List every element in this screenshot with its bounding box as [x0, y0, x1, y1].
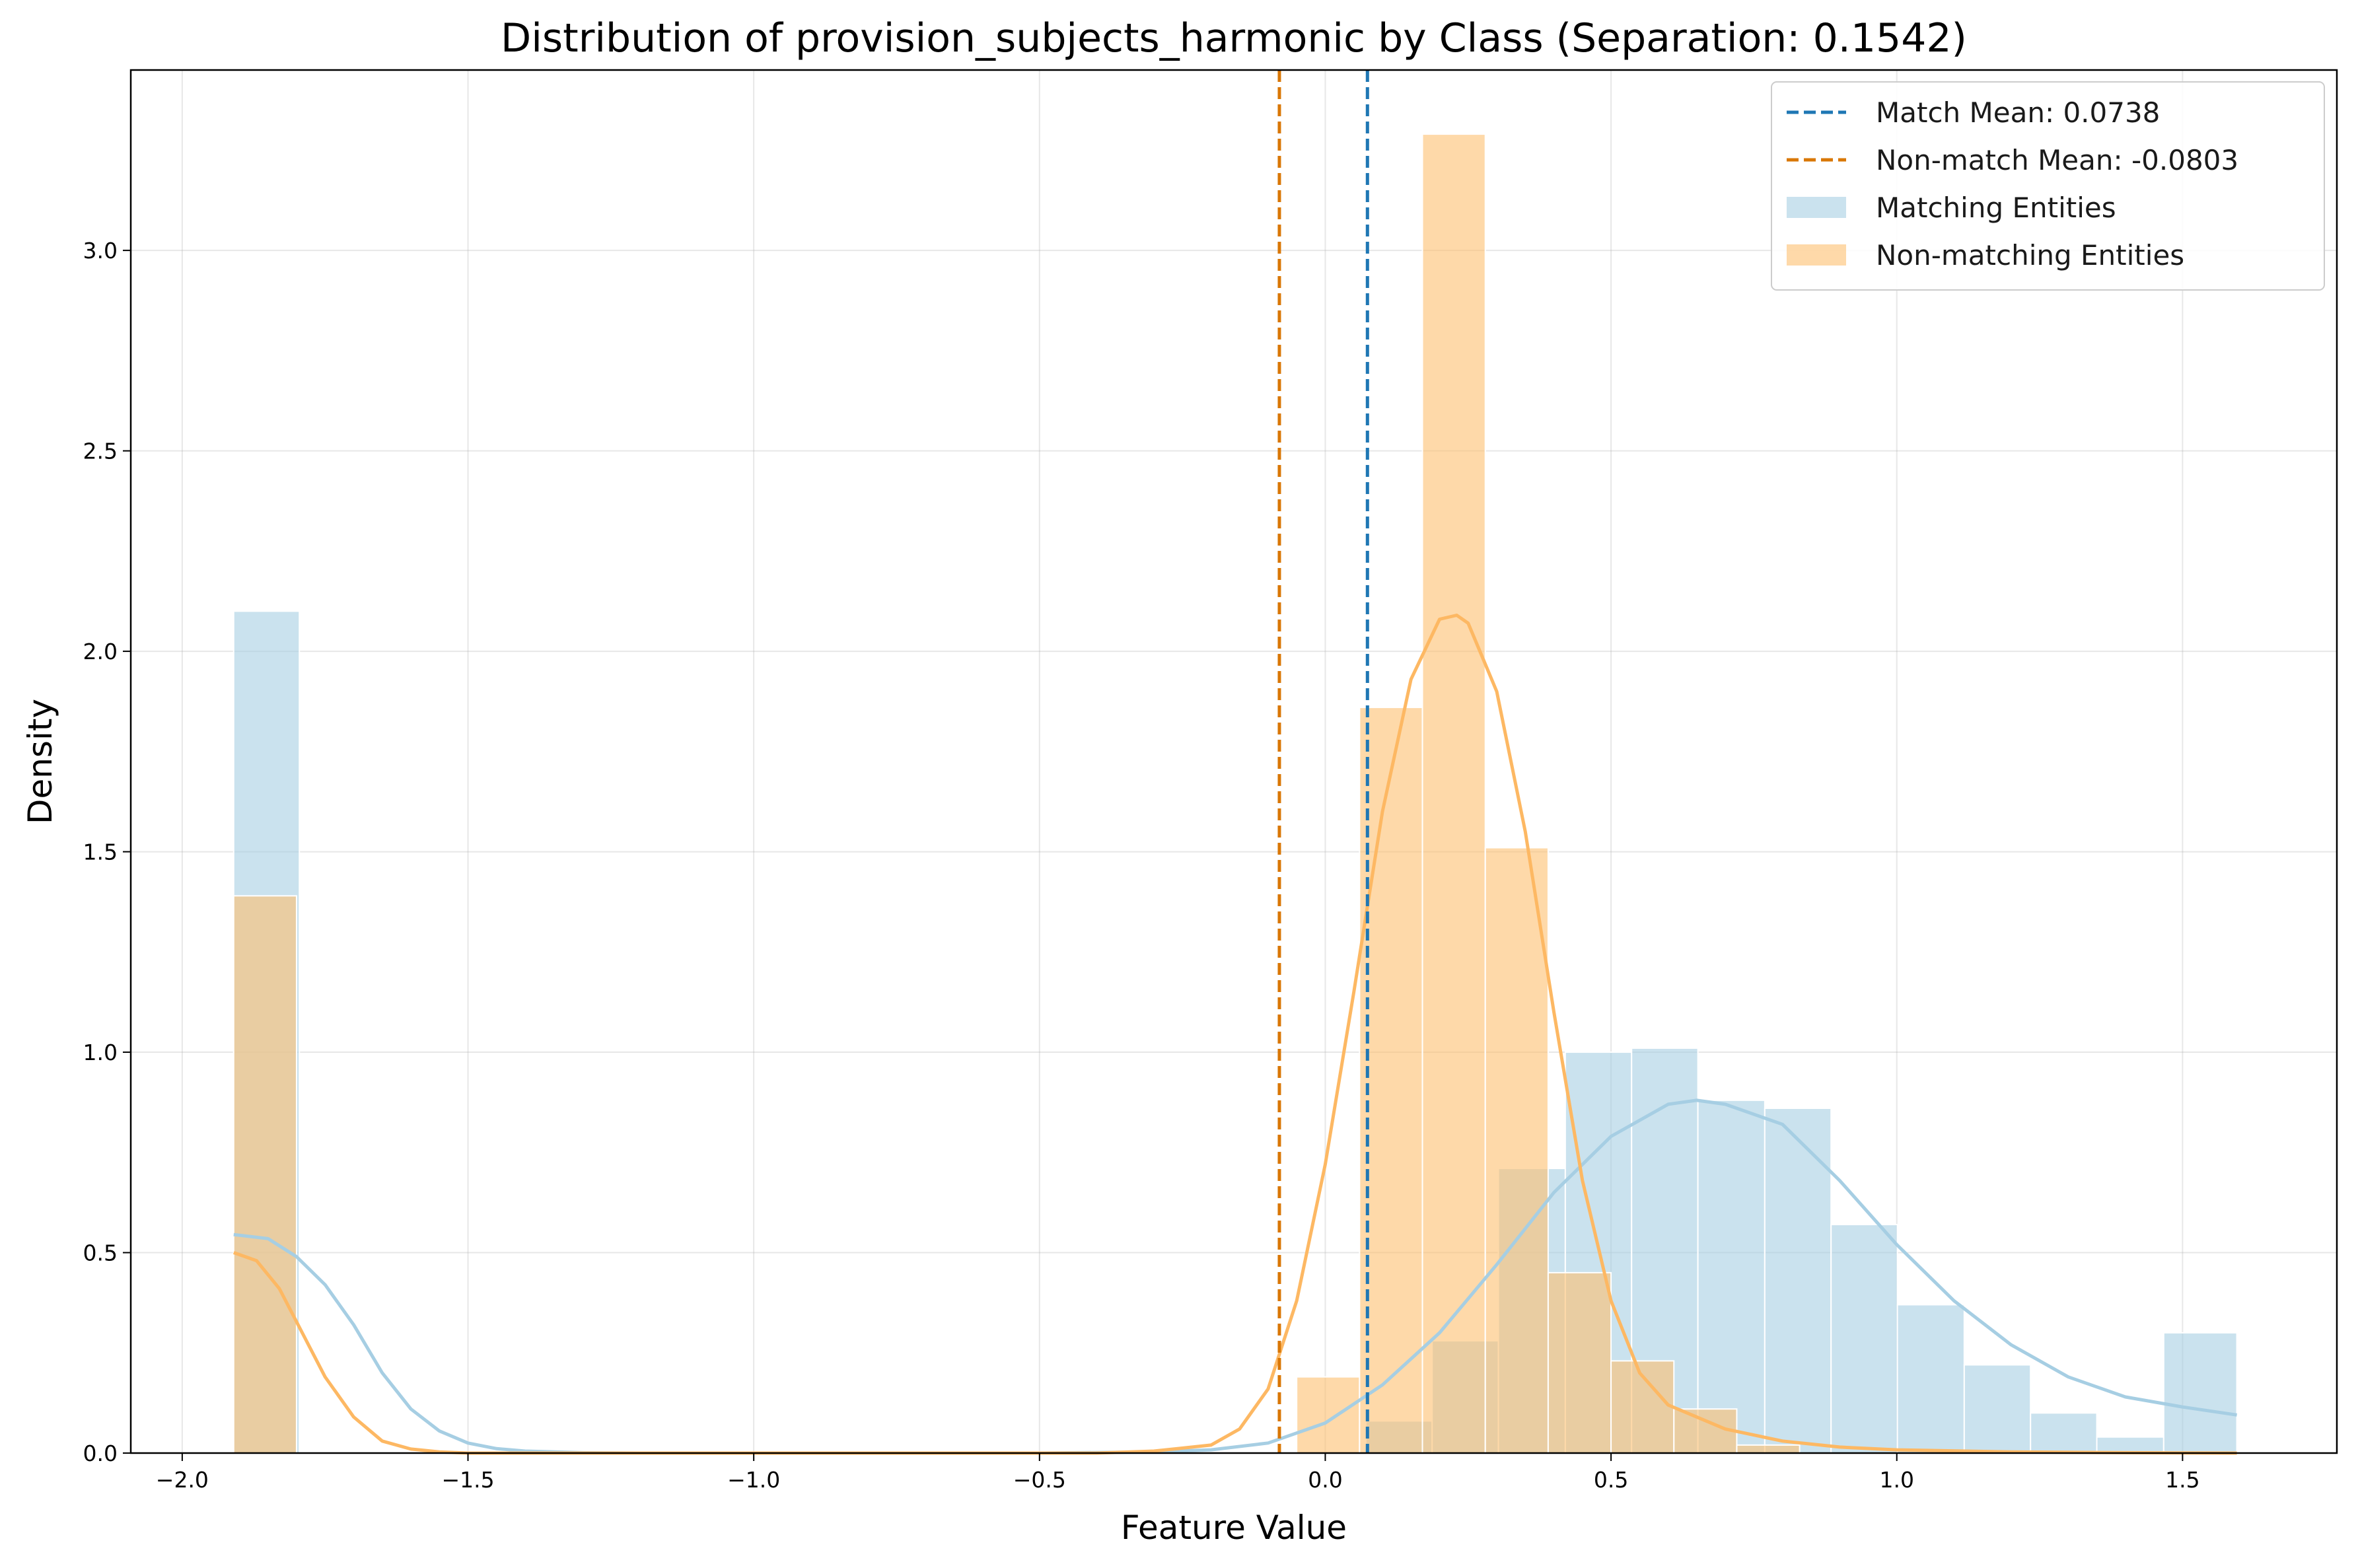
- chart-title: Distribution of provision_subjects_harmo…: [501, 15, 1967, 61]
- x-tick-label-5: 0.5: [1594, 1467, 1628, 1493]
- non-matching-entities-bar-0: [232, 895, 297, 1454]
- x-tick-label-1: −1.5: [441, 1467, 494, 1493]
- non-matching-entities-kde-line: [232, 614, 2237, 1455]
- legend: Match Mean: 0.0738 Non-match Mean: -0.080…: [1771, 81, 2325, 291]
- y-axis-label: Density: [21, 699, 59, 824]
- legend-label-3: Non-matching Entities: [1876, 239, 2184, 271]
- x-tick-label-2: −1.0: [727, 1467, 780, 1493]
- y-tick-label-1: 0.5: [83, 1240, 118, 1266]
- matching-entities-bar-7: [1764, 1108, 1832, 1454]
- x-tick-label-4: 0.0: [1308, 1467, 1342, 1493]
- matching-entities-bar-12: [2096, 1436, 2164, 1454]
- x-tick-label-6: 1.0: [1879, 1467, 1913, 1493]
- non-matching-entities-bar-1: [1296, 1376, 1361, 1454]
- histogram-bars: [232, 133, 2238, 1454]
- legend-label-0: Match Mean: 0.0738: [1876, 96, 2160, 129]
- matching-entities-bar-10: [1963, 1364, 2032, 1454]
- non-matching-entities-bar-2: [1359, 707, 1423, 1454]
- x-tick-label-7: 1.5: [2165, 1467, 2199, 1493]
- matching-entities-bar-8: [1830, 1224, 1898, 1454]
- kde-curves: [232, 614, 2237, 1455]
- legend-patch-3: [1787, 244, 1846, 266]
- non-matching-entities-bar-4: [1484, 847, 1549, 1454]
- x-tick-label-0: −2.0: [156, 1467, 209, 1493]
- y-tick-label-0: 0.0: [83, 1441, 118, 1466]
- matching-entities-kde-line: [233, 1098, 2237, 1455]
- matching-entities-bar-6: [1697, 1099, 1766, 1454]
- x-axis-label: Feature Value: [1121, 1509, 1347, 1547]
- non-matching-entities-bar-8: [1736, 1444, 1801, 1454]
- x-tick-label-3: −0.5: [1013, 1467, 1066, 1493]
- y-tick-label-6: 3.0: [83, 238, 118, 264]
- y-tick-label-3: 1.5: [83, 839, 118, 865]
- plot-frame: [129, 69, 2338, 1454]
- mean-reference-lines: [1277, 70, 1369, 1453]
- y-tick-label-5: 2.5: [83, 439, 118, 464]
- non-matching-entities-bar-7: [1673, 1408, 1738, 1454]
- y-tick-label-4: 2.0: [83, 639, 118, 664]
- legend-frame: [1771, 81, 2325, 291]
- legend-label-2: Matching Entities: [1876, 192, 2116, 224]
- y-axis-ticks: 0.0 0.5 1.0 1.5 2.0 2.5 3.0: [83, 238, 131, 1466]
- legend-label-1: Non-match Mean: -0.0803: [1876, 144, 2238, 176]
- non-matching-entities-bar-3: [1421, 133, 1486, 1454]
- matching-entities-bar-13: [2162, 1332, 2238, 1454]
- non-matching-entities-bar-5: [1547, 1271, 1612, 1454]
- matching-entities-bar-11: [2030, 1412, 2098, 1454]
- x-axis-ticks: −2.0 −1.5 −1.0 −0.5 0.0 0.5 1.0 1.5: [156, 1453, 2200, 1493]
- y-tick-label-2: 1.0: [83, 1040, 118, 1065]
- legend-patch-2: [1787, 197, 1846, 218]
- matching-entities-bar-9: [1896, 1304, 1965, 1454]
